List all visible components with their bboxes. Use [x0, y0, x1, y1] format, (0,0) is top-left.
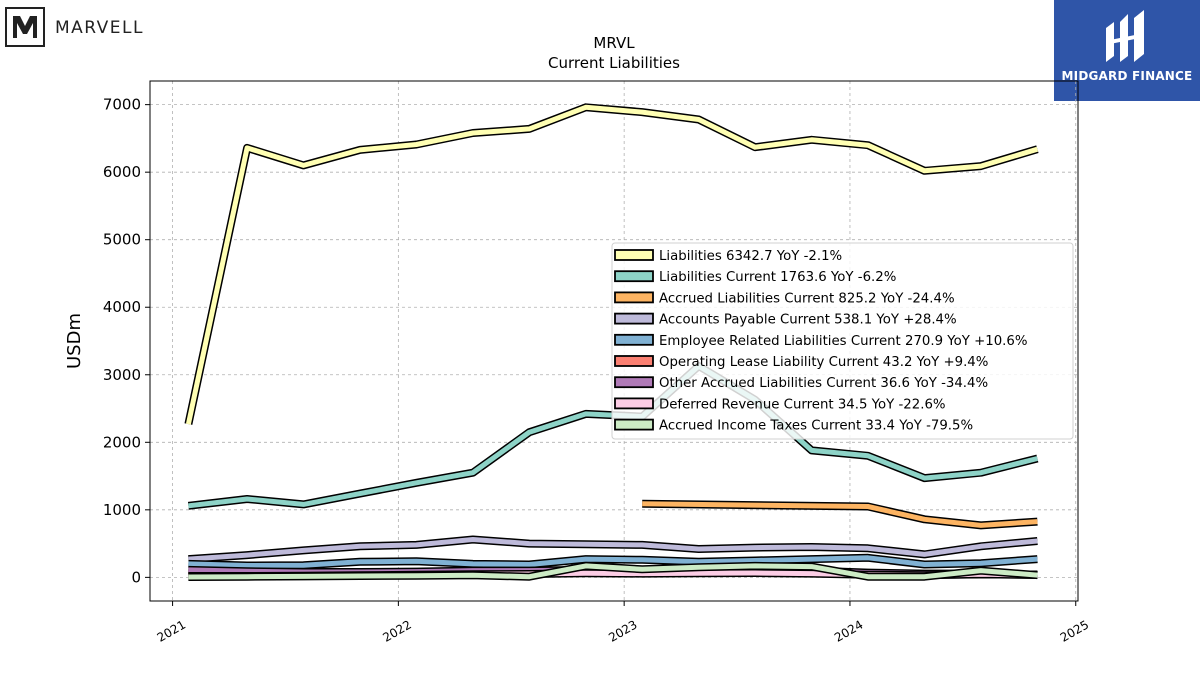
- midgard-m-logo-icon: [1106, 10, 1144, 62]
- legend-swatch: [614, 291, 654, 304]
- legend-label: Liabilities Current 1763.6 YoY -6.2%: [659, 270, 896, 285]
- marvell-logo: MARVELL: [5, 6, 165, 48]
- series-line: [188, 535, 1038, 564]
- series-line-fill: [188, 555, 1038, 568]
- y-axis-label: USDm: [64, 313, 85, 369]
- legend-label: Liabilities 6342.7 YoY -2.1%: [659, 249, 842, 264]
- legend-swatch: [614, 270, 654, 283]
- axis-ticks: 0 1000 2000 3000 4000 5000 6000 7000 2021 2022 202…: [103, 96, 1091, 645]
- legend-label: Accrued Income Taxes Current 33.4 YoY -7…: [659, 419, 973, 434]
- y-tick-label: 0: [131, 568, 141, 586]
- series-line-fill: [642, 501, 1038, 528]
- marvell-brand-name: MARVELL: [55, 18, 144, 38]
- x-tick-label: 2025: [1058, 617, 1091, 644]
- series-line-fill: [188, 537, 1038, 562]
- legend-label: Operating Lease Liability Current 43.2 Y…: [659, 355, 988, 370]
- y-tick-label: 7000: [103, 96, 141, 114]
- chart-title: MRVL: [593, 34, 635, 52]
- chart-subtitle: Current Liabilities: [548, 54, 680, 72]
- legend-label: Employee Related Liabilities Current 270…: [659, 334, 1028, 349]
- marvell-m-logo-icon: MARVELL: [5, 7, 144, 47]
- series-line: [184, 103, 1039, 425]
- legend-swatch: [614, 333, 654, 346]
- series-line-fill: [188, 563, 1038, 580]
- legend-swatch: [614, 355, 654, 367]
- x-tick-label: 2023: [606, 617, 639, 644]
- plot-frame: [149, 80, 1079, 602]
- legend-swatch: [614, 312, 654, 325]
- legend-swatch: [614, 418, 654, 431]
- y-tick-label: 4000: [103, 298, 141, 316]
- y-tick-label: 5000: [103, 231, 141, 249]
- series-lines: [184, 103, 1039, 581]
- series-line: [188, 561, 1038, 581]
- legend-swatch: [614, 249, 654, 261]
- x-tick-label: 2024: [832, 617, 865, 644]
- legend-swatch: [614, 376, 654, 389]
- y-tick-label: 2000: [103, 433, 141, 451]
- legend-box: [611, 242, 1074, 440]
- series-line-fill: [185, 104, 1039, 425]
- legend-swatch: [614, 397, 654, 410]
- x-tick-label: 2021: [155, 617, 188, 644]
- legend-label: Deferred Revenue Current 34.5 YoY -22.6%: [659, 397, 946, 412]
- legend-label: Accounts Payable Current 538.1 YoY +28.4…: [659, 313, 957, 328]
- midgard-brand-name: MIDGARD FINANCE: [1061, 69, 1193, 83]
- midgard-finance-logo: MIDGARD FINANCE: [1054, 0, 1200, 101]
- y-tick-label: 3000: [103, 366, 141, 384]
- legend-label: Accrued Liabilities Current 825.2 YoY -2…: [659, 291, 955, 306]
- y-tick-label: 1000: [103, 501, 141, 519]
- legend: Liabilities 6342.7 YoY -2.1% Liabilities …: [611, 242, 1074, 440]
- y-tick-label: 6000: [103, 163, 141, 181]
- series-line: [642, 499, 1038, 530]
- series-line: [188, 553, 1038, 570]
- x-tick-label: 2022: [380, 617, 413, 644]
- legend-label: Other Accrued Liabilities Current 36.6 Y…: [659, 376, 988, 391]
